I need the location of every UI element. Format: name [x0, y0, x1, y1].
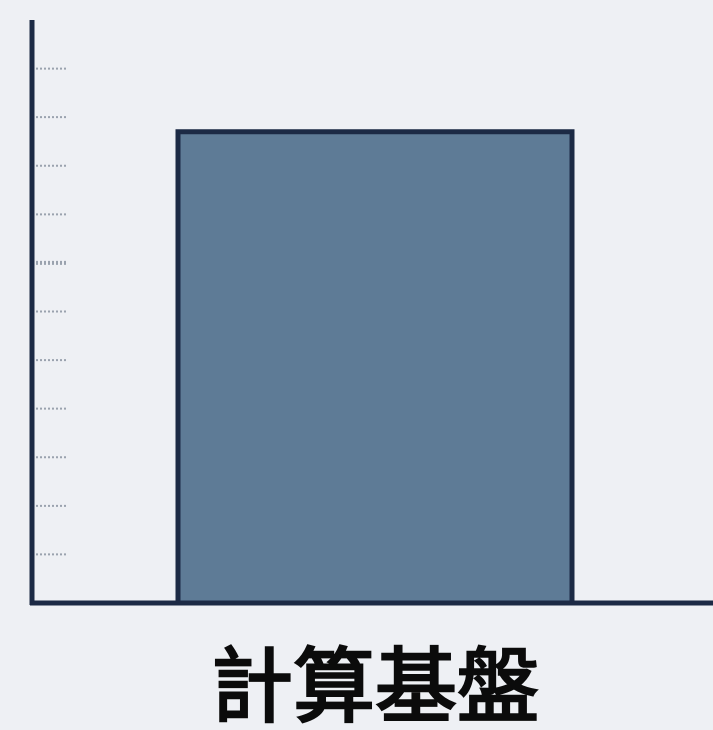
x-axis-labels: 計算基盤: [211, 640, 539, 730]
y-axis-ticks: [32, 67, 66, 556]
x-label-0: 計算基盤: [211, 640, 539, 730]
bar-0: [175, 129, 575, 606]
bars: [175, 129, 575, 606]
